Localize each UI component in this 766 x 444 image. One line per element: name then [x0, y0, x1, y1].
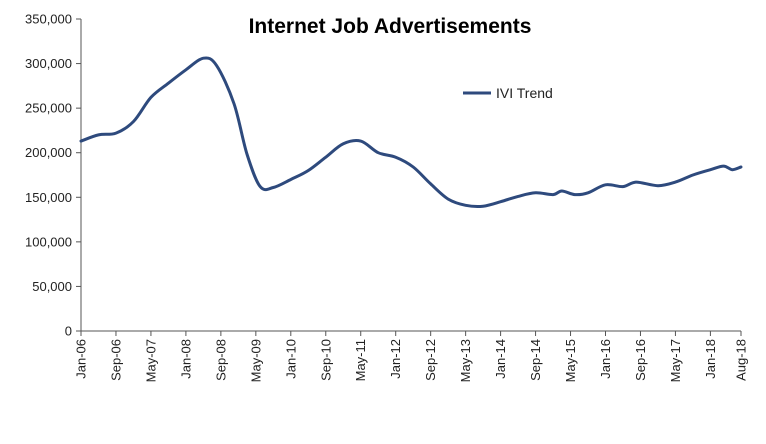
x-tick-label: May-15	[563, 339, 578, 382]
y-tick-label: 250,000	[25, 101, 72, 116]
y-tick-label: 200,000	[25, 145, 72, 160]
x-tick-label: May-09	[248, 339, 263, 382]
x-axis: Jan-06 Sep-06 May-07 Jan-08 Sep-08 May-09 Jan-…	[74, 330, 749, 382]
chart-title: Internet Job Advertisements	[249, 15, 532, 38]
legend: IVI Trend	[463, 85, 553, 101]
x-tick-label: May-17	[668, 339, 683, 382]
x-tick-label: Sep-12	[423, 339, 438, 381]
x-tick-label: Jan-14	[493, 339, 508, 379]
x-tick-label: Sep-10	[318, 339, 333, 381]
x-tick-label: Sep-16	[633, 339, 648, 381]
y-tick-label: 300,000	[25, 56, 72, 71]
x-tick-label: Jan-06	[74, 339, 89, 379]
y-tick-label: 350,000	[25, 12, 72, 27]
x-tick-label: Jan-08	[178, 339, 193, 379]
x-tick-label: Jan-18	[703, 339, 718, 379]
y-tick-label: 0	[65, 324, 72, 339]
x-tick-label: May-13	[458, 339, 473, 382]
series-layer	[79, 56, 743, 208]
y-tick-label: 150,000	[25, 190, 72, 205]
x-tick-label: Jan-10	[283, 339, 298, 379]
x-tick-label: May-11	[353, 339, 368, 381]
x-tick-label: Sep-06	[108, 339, 123, 381]
x-tick-label: Jan-12	[388, 339, 403, 379]
x-tick-label: Sep-08	[213, 339, 228, 381]
legend-label-ivi-trend: IVI Trend	[496, 85, 553, 101]
x-tick-label: May-07	[143, 339, 158, 382]
x-tick-label: Aug-18	[734, 339, 749, 381]
y-tick-label: 100,000	[25, 234, 72, 249]
x-tick-label: Sep-14	[528, 339, 543, 381]
series-line-ivi-trend	[79, 56, 743, 208]
x-tick-label: Jan-16	[598, 339, 613, 379]
y-axis: 0 50,000 100,000 150,000 200,000 250,000 300,0…	[25, 12, 82, 339]
y-tick-label: 50,000	[32, 279, 72, 294]
